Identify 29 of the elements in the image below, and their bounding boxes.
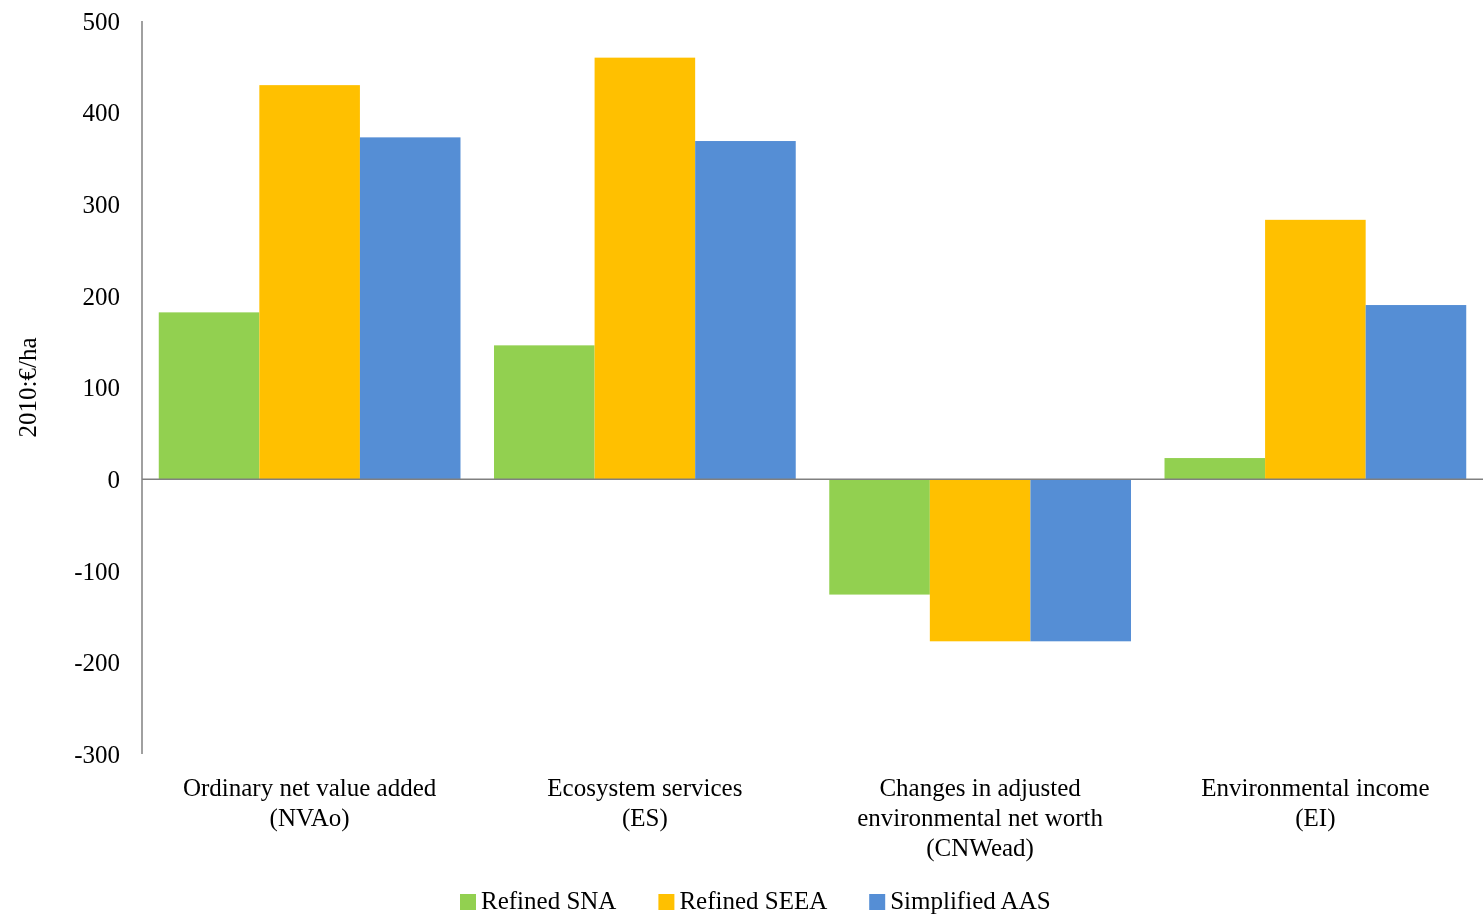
bar <box>259 85 360 480</box>
x-tick-label: Ecosystem services (ES) <box>547 774 743 832</box>
x-tick-label: Ordinary net value added (NVAo) <box>182 774 437 832</box>
y-tick-label: -200 <box>74 649 120 677</box>
y-tick-label: 200 <box>82 282 120 310</box>
bar <box>1365 305 1467 480</box>
y-axis-title: 2010:€/ha <box>14 337 41 438</box>
y-tick-label: 300 <box>82 191 120 218</box>
legend-label: Simplified AAS <box>890 887 1051 914</box>
y-tick-label: 0 <box>107 465 120 493</box>
y-tick-label: 100 <box>82 374 120 402</box>
x-tick-label: Environmental income (EI) <box>1201 774 1430 832</box>
bar <box>695 141 796 480</box>
legend-label: Refined SEEA <box>679 887 828 914</box>
bar <box>1265 219 1366 480</box>
x-tick-label: Changes in adjusted environmental net worth (CNWead) <box>857 774 1104 862</box>
bar <box>594 57 696 480</box>
y-tick-label: -100 <box>74 557 120 585</box>
bar <box>1164 458 1266 480</box>
y-tick-label: 400 <box>82 99 120 127</box>
bar <box>929 479 1031 642</box>
legend-label: Refined SNA <box>481 887 617 914</box>
y-tick-label: -300 <box>74 740 120 768</box>
bar <box>494 345 595 480</box>
bar <box>1030 479 1131 642</box>
bar <box>829 479 930 595</box>
bar <box>158 312 260 480</box>
y-tick-label: 500 <box>82 7 120 35</box>
bar <box>359 137 461 480</box>
